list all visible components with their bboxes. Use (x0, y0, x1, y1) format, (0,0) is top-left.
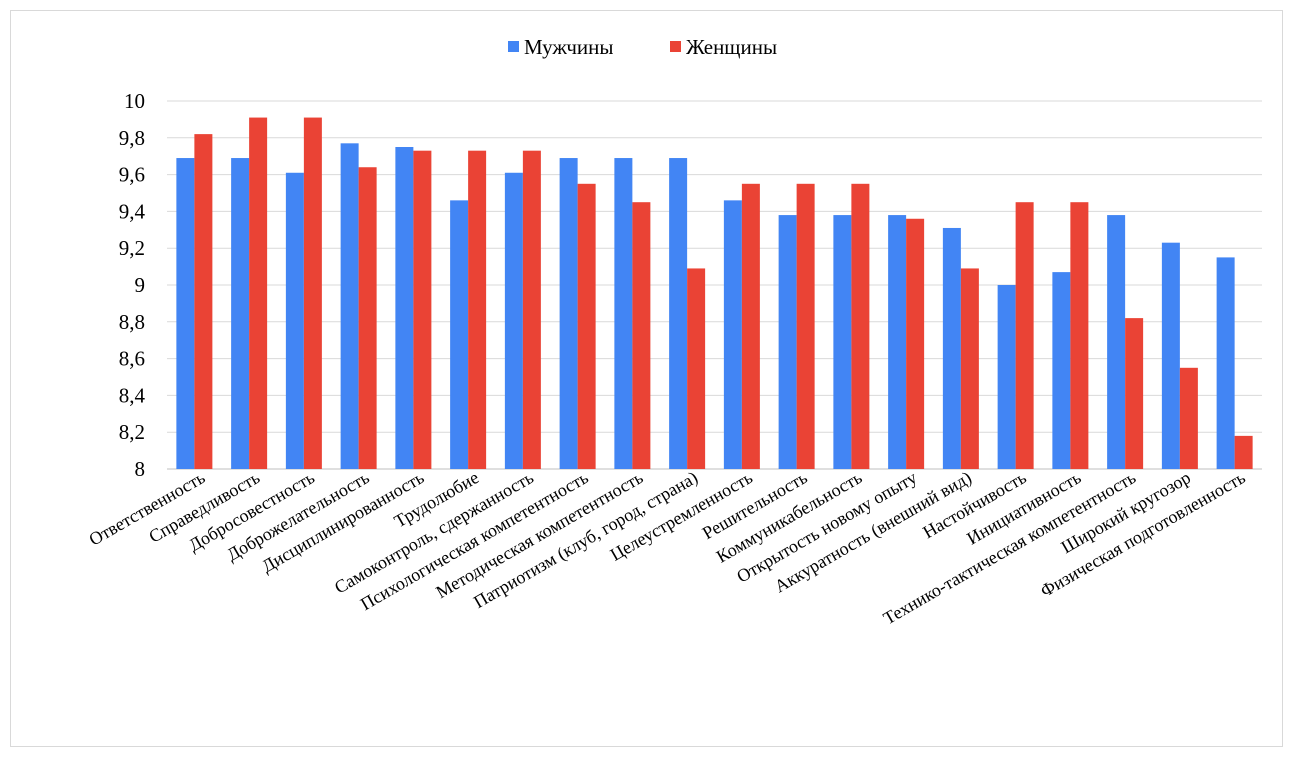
legend-swatch-men (508, 41, 519, 52)
x-axis-category-labels: ОтветственностьСправедливостьДобросовест… (85, 467, 1248, 628)
bar-men (559, 158, 578, 470)
bar-men (614, 158, 633, 470)
legend-label-women: Женщины (686, 35, 777, 59)
y-axis-tick-labels: 8 8,2 8,4 8,6 8,8 9 9,2 9,4 9,6 9,8 10 (119, 89, 146, 481)
bar-women (1125, 318, 1144, 469)
legend-label-men: Мужчины (524, 35, 614, 59)
bar-men (340, 143, 359, 469)
y-tick-label: 9,8 (119, 126, 145, 150)
legend-swatch-women (670, 41, 681, 52)
bar-men (778, 215, 797, 469)
bar-women (1179, 367, 1198, 469)
y-tick-label: 8,8 (119, 310, 145, 334)
bar-men (723, 200, 742, 470)
bar-women (1234, 435, 1253, 469)
gridlines (167, 100, 1262, 470)
bar-women (1015, 202, 1034, 469)
bar-women (577, 183, 596, 470)
bar-men (450, 200, 469, 470)
bar-women (358, 167, 377, 470)
y-tick-label: 10 (124, 89, 145, 113)
bar-women (741, 183, 760, 470)
bar-women (468, 150, 487, 469)
y-tick-label: 9,2 (119, 236, 145, 260)
bar-men (1107, 215, 1126, 469)
bar-women (522, 150, 541, 469)
bar-women (413, 150, 432, 469)
y-tick-label: 8,6 (119, 347, 145, 371)
bar-women (249, 117, 268, 469)
y-tick-label: 9,6 (119, 163, 145, 187)
bar-women (632, 202, 651, 469)
y-tick-label: 8,4 (119, 383, 146, 407)
bar-men (1216, 257, 1235, 469)
bar-men (942, 227, 961, 469)
bar-women (194, 134, 213, 469)
bars (176, 117, 1253, 470)
bar-women (796, 183, 815, 470)
y-tick-label: 9,4 (119, 199, 146, 223)
bar-men (1161, 242, 1180, 469)
legend: Мужчины Женщины (508, 35, 777, 59)
bar-men (888, 215, 907, 469)
bar-women (960, 268, 979, 469)
bar-women (906, 218, 925, 469)
bar-women (1070, 202, 1089, 469)
bar-men (669, 158, 688, 470)
bar-women (851, 183, 870, 470)
bar-men (833, 215, 852, 469)
bar-men (395, 147, 414, 469)
bar-men (231, 158, 250, 470)
y-tick-label: 9 (135, 273, 146, 297)
y-tick-label: 8,2 (119, 420, 145, 444)
y-tick-label: 8 (135, 457, 146, 481)
bar-women (303, 117, 322, 469)
bar-men (504, 172, 523, 469)
bar-women (687, 268, 706, 469)
bar-men (1052, 272, 1071, 469)
bar-men (285, 172, 304, 469)
bar-men (176, 158, 195, 470)
bar-men (997, 285, 1016, 469)
